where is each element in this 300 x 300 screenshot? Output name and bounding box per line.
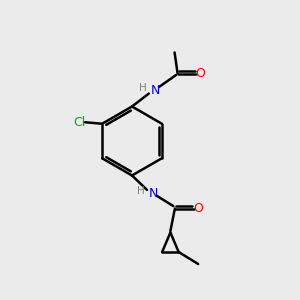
Text: O: O bbox=[196, 67, 205, 80]
Text: N: N bbox=[148, 187, 158, 200]
Text: Cl: Cl bbox=[74, 116, 86, 129]
Text: O: O bbox=[193, 202, 202, 215]
Text: N: N bbox=[150, 83, 160, 97]
Text: H: H bbox=[139, 82, 147, 93]
Text: H: H bbox=[137, 186, 145, 196]
